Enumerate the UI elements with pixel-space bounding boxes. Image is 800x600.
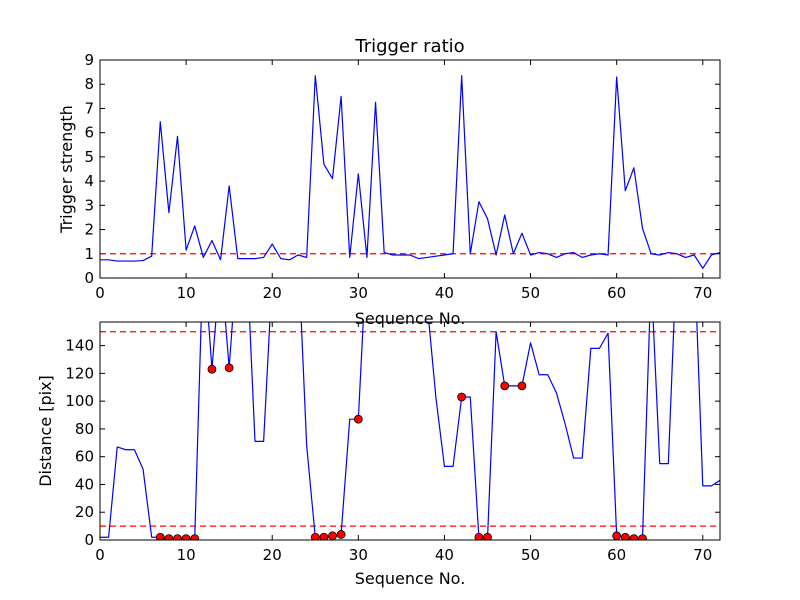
x-tick-label: 70 bbox=[693, 546, 712, 564]
x-tick-label: 0 bbox=[95, 284, 105, 302]
x-tick-label: 60 bbox=[607, 546, 626, 564]
data-point-marker bbox=[155, 532, 165, 540]
x-tick-label: 50 bbox=[521, 284, 540, 302]
x-tick-label: 0 bbox=[95, 546, 105, 564]
data-point-marker bbox=[336, 530, 346, 539]
x-tick-label: 10 bbox=[177, 284, 196, 302]
data-point-marker bbox=[457, 392, 467, 402]
x-tick-label: 60 bbox=[607, 284, 626, 302]
data-point-marker bbox=[319, 532, 329, 540]
data-point-marker bbox=[612, 531, 622, 540]
x-tick-label: 20 bbox=[263, 284, 282, 302]
data-point-marker bbox=[164, 534, 174, 540]
data-point-marker bbox=[638, 534, 647, 540]
data-point-marker bbox=[517, 381, 527, 391]
axes-frame bbox=[99, 321, 721, 541]
data-point-marker bbox=[173, 534, 182, 540]
data-point-marker bbox=[474, 532, 484, 540]
x-tick-label: 70 bbox=[693, 284, 712, 302]
data-point-marker bbox=[190, 534, 200, 540]
y-tick-label: 7 bbox=[84, 99, 94, 117]
data-point-marker bbox=[181, 534, 191, 540]
x-tick-label: 50 bbox=[521, 546, 540, 564]
x-tick-label: 40 bbox=[435, 284, 454, 302]
plot-area bbox=[100, 75, 720, 269]
data-point-marker bbox=[207, 364, 217, 374]
data-point-marker bbox=[328, 531, 337, 540]
y-tick-label: 20 bbox=[75, 503, 94, 521]
x-axis-label: Sequence No. bbox=[355, 569, 466, 588]
tick-group: 0 10 20 30 40 50 60 70 0 20 40 60 80 100 120 140 bbox=[65, 322, 720, 564]
data-point-marker bbox=[224, 363, 234, 373]
x-tick-label: 20 bbox=[263, 546, 282, 564]
y-tick-label: 100 bbox=[65, 392, 94, 410]
y-tick-label: 80 bbox=[75, 420, 94, 438]
data-point-marker bbox=[310, 532, 320, 540]
y-tick-label: 6 bbox=[84, 124, 94, 142]
y-tick-label: 1 bbox=[84, 245, 94, 263]
y-tick-label: 5 bbox=[84, 148, 94, 166]
y-tick-label: 2 bbox=[84, 221, 94, 239]
data-point-marker bbox=[353, 414, 363, 424]
data-point-marker bbox=[629, 534, 639, 540]
y-tick-label: 0 bbox=[84, 269, 94, 287]
x-tick-label: 30 bbox=[349, 546, 368, 564]
x-axis-label: Sequence No. bbox=[355, 309, 466, 328]
x-tick-label: 40 bbox=[435, 546, 454, 564]
y-tick-label: 4 bbox=[84, 172, 94, 190]
distance-chart: Distance [pix] Sequence No. 0 10 20 30 40 50 6… bbox=[36, 321, 721, 588]
chart-title: Trigger ratio bbox=[354, 36, 464, 57]
x-tick-label: 10 bbox=[177, 546, 196, 564]
y-axis-label: Distance [pix] bbox=[36, 375, 55, 487]
plot-area bbox=[100, 322, 720, 540]
y-axis-label: Trigger strength bbox=[57, 105, 76, 234]
data-point-marker bbox=[620, 532, 630, 540]
y-tick-label: 60 bbox=[75, 448, 94, 466]
y-tick-label: 120 bbox=[65, 364, 94, 382]
trigger-ratio-chart: Trigger ratio Trigger strength Sequence … bbox=[57, 36, 721, 328]
y-tick-label: 140 bbox=[65, 337, 94, 355]
tick-group: 0 10 20 30 40 50 60 70 0 1 2 3 4 5 6 7 8 9 bbox=[84, 51, 720, 302]
data-point-marker bbox=[500, 381, 510, 391]
x-tick-label: 30 bbox=[349, 284, 368, 302]
axes-frame bbox=[99, 59, 721, 279]
y-tick-label: 8 bbox=[84, 75, 94, 93]
trigger-strength-line bbox=[100, 75, 720, 269]
y-tick-label: 0 bbox=[84, 531, 94, 549]
data-point-marker bbox=[483, 532, 492, 540]
y-tick-label: 3 bbox=[84, 196, 94, 214]
y-tick-label: 9 bbox=[84, 51, 94, 69]
y-tick-label: 40 bbox=[75, 475, 94, 493]
